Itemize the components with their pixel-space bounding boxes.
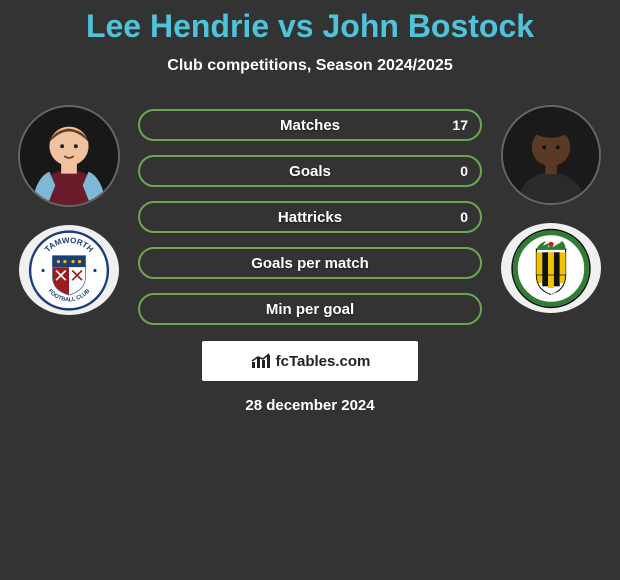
page-title: Lee Hendrie vs John Bostock	[0, 8, 620, 45]
infographic-root: Lee Hendrie vs John Bostock Club competi…	[0, 0, 620, 414]
stat-bar-goals: Goals 0	[138, 155, 482, 187]
stat-right-value: 0	[460, 163, 468, 179]
player1-avatar	[18, 105, 120, 207]
player2-club-badge: SOLIHULL MOORS FC	[501, 223, 601, 313]
solihull-badge-svg: SOLIHULL MOORS FC	[506, 228, 596, 309]
tamworth-badge-svg: TAMWORTH FOOTBALL CLUB	[24, 230, 114, 311]
stat-label: Goals per match	[251, 255, 369, 272]
player2-avatar	[501, 105, 601, 205]
player1-club-badge: TAMWORTH FOOTBALL CLUB	[19, 225, 119, 315]
title-player2: John Bostock	[322, 8, 534, 44]
stats-column: Matches 17 Goals 0 Hattricks 0 Goals per…	[138, 103, 482, 325]
title-player1: Lee Hendrie	[86, 8, 269, 44]
watermark: fcTables.com	[202, 341, 418, 381]
stat-label: Goals	[289, 163, 331, 180]
stat-bar-goals-per-match: Goals per match	[138, 247, 482, 279]
stat-bar-hattricks: Hattricks 0	[138, 201, 482, 233]
watermark-rest: cTables.com	[281, 353, 371, 370]
stat-label: Min per goal	[266, 301, 354, 318]
stat-bar-matches: Matches 17	[138, 109, 482, 141]
title-vs: vs	[278, 8, 314, 44]
stat-label: Hattricks	[278, 209, 342, 226]
right-column: SOLIHULL MOORS FC	[496, 103, 606, 313]
stat-right-value: 0	[460, 209, 468, 225]
stat-bar-min-per-goal: Min per goal	[138, 293, 482, 325]
stat-right-value: 17	[452, 117, 468, 133]
subtitle: Club competitions, Season 2024/2025	[0, 57, 620, 75]
player2-avatar-svg	[503, 107, 599, 203]
chart-icon	[250, 352, 272, 370]
left-column: TAMWORTH FOOTBALL CLUB	[14, 103, 124, 315]
watermark-text: fcTables.com	[276, 353, 371, 370]
date: 28 december 2024	[0, 397, 620, 414]
main-row: TAMWORTH FOOTBALL CLUB Mat	[0, 103, 620, 325]
player1-avatar-svg	[20, 107, 118, 205]
stat-label: Matches	[280, 117, 340, 134]
